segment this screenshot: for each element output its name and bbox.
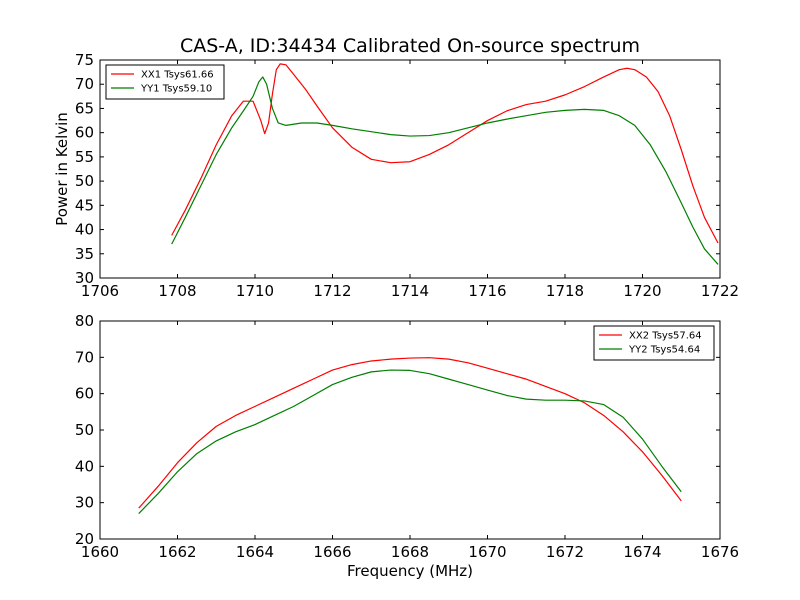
x-tick-label: 1674 xyxy=(623,543,661,561)
chart-panel-1: 1706 1708 1710 1712 1714 1716 1718 1720 1722 30 35… xyxy=(53,35,739,300)
y-tick-label: 40 xyxy=(75,457,94,475)
x-tick-label: 1670 xyxy=(468,543,506,561)
x-tick-label: 1664 xyxy=(236,543,274,561)
x-tick-label: 1720 xyxy=(623,282,661,300)
x-tick-label: 1710 xyxy=(236,282,274,300)
legend-1: XX1 Tsys61.66 YY1 Tsys59.10 xyxy=(105,64,225,100)
y-tick-label: 80 xyxy=(75,312,94,330)
x-tick-label: 1672 xyxy=(546,543,584,561)
series-line-2-1 xyxy=(138,357,682,509)
x-tick-label: 1722 xyxy=(701,282,739,300)
x-tick-label: 1708 xyxy=(158,282,196,300)
y-tick-label: 75 xyxy=(75,51,94,69)
y-tick-label: 50 xyxy=(75,172,94,190)
y-tick-label: 60 xyxy=(75,385,94,403)
y-tick-label: 65 xyxy=(75,99,94,117)
x-tick-label: 1660 xyxy=(81,543,119,561)
y-tick-label: 70 xyxy=(75,75,94,93)
y-tick-label: 50 xyxy=(75,421,94,439)
y-tick-label: 70 xyxy=(75,348,94,366)
x-tick-label: 1712 xyxy=(313,282,351,300)
x-tick-label: 1668 xyxy=(391,543,429,561)
legend-entry-label: XX2 Tsys57.64 xyxy=(629,331,702,342)
x-tick-label: 1714 xyxy=(391,282,429,300)
x-axis-label: Frequency (MHz) xyxy=(347,562,473,580)
legend-entry-label: YY2 Tsys54.64 xyxy=(628,345,700,356)
y-tick-label: 30 xyxy=(75,494,94,512)
x-tick-label: 1676 xyxy=(701,543,739,561)
y-tick-label: 45 xyxy=(75,196,94,214)
charts-root: 1706 1708 1710 1712 1714 1716 1718 1720 1722 30 35… xyxy=(53,35,739,580)
y-tick-label: 55 xyxy=(75,148,94,166)
chart-title: CAS-A, ID:34434 Calibrated On-source spe… xyxy=(180,35,640,57)
series-line-1-1 xyxy=(171,63,719,244)
chart-panel-2: 1660 1662 1664 1666 1668 1670 1672 1674 1676 20 30… xyxy=(75,312,739,580)
x-tick-label: 1716 xyxy=(468,282,506,300)
y-axis-label: Power in Kelvin xyxy=(53,112,71,226)
x-tick-label: 1666 xyxy=(313,543,351,561)
legend-box xyxy=(593,325,715,361)
y-tick-label: 20 xyxy=(75,530,94,548)
legend-entry-label: YY1 Tsys59.10 xyxy=(140,84,212,95)
y-tick-label: 35 xyxy=(75,245,94,263)
x-tick-label: 1706 xyxy=(81,282,119,300)
legend-entry-label: XX1 Tsys61.66 xyxy=(141,70,214,81)
x-tick-label: 1718 xyxy=(546,282,584,300)
y-tick-label: 60 xyxy=(75,124,94,142)
y-tick-label: 40 xyxy=(75,221,94,239)
series-line-1-2 xyxy=(171,76,719,265)
series-line-2-2 xyxy=(138,369,682,514)
legend-2: XX2 Tsys57.64 YY2 Tsys54.64 xyxy=(593,325,715,361)
legend-box xyxy=(105,64,225,100)
x-tick-label: 1662 xyxy=(158,543,196,561)
y-tick-label: 30 xyxy=(75,269,94,287)
